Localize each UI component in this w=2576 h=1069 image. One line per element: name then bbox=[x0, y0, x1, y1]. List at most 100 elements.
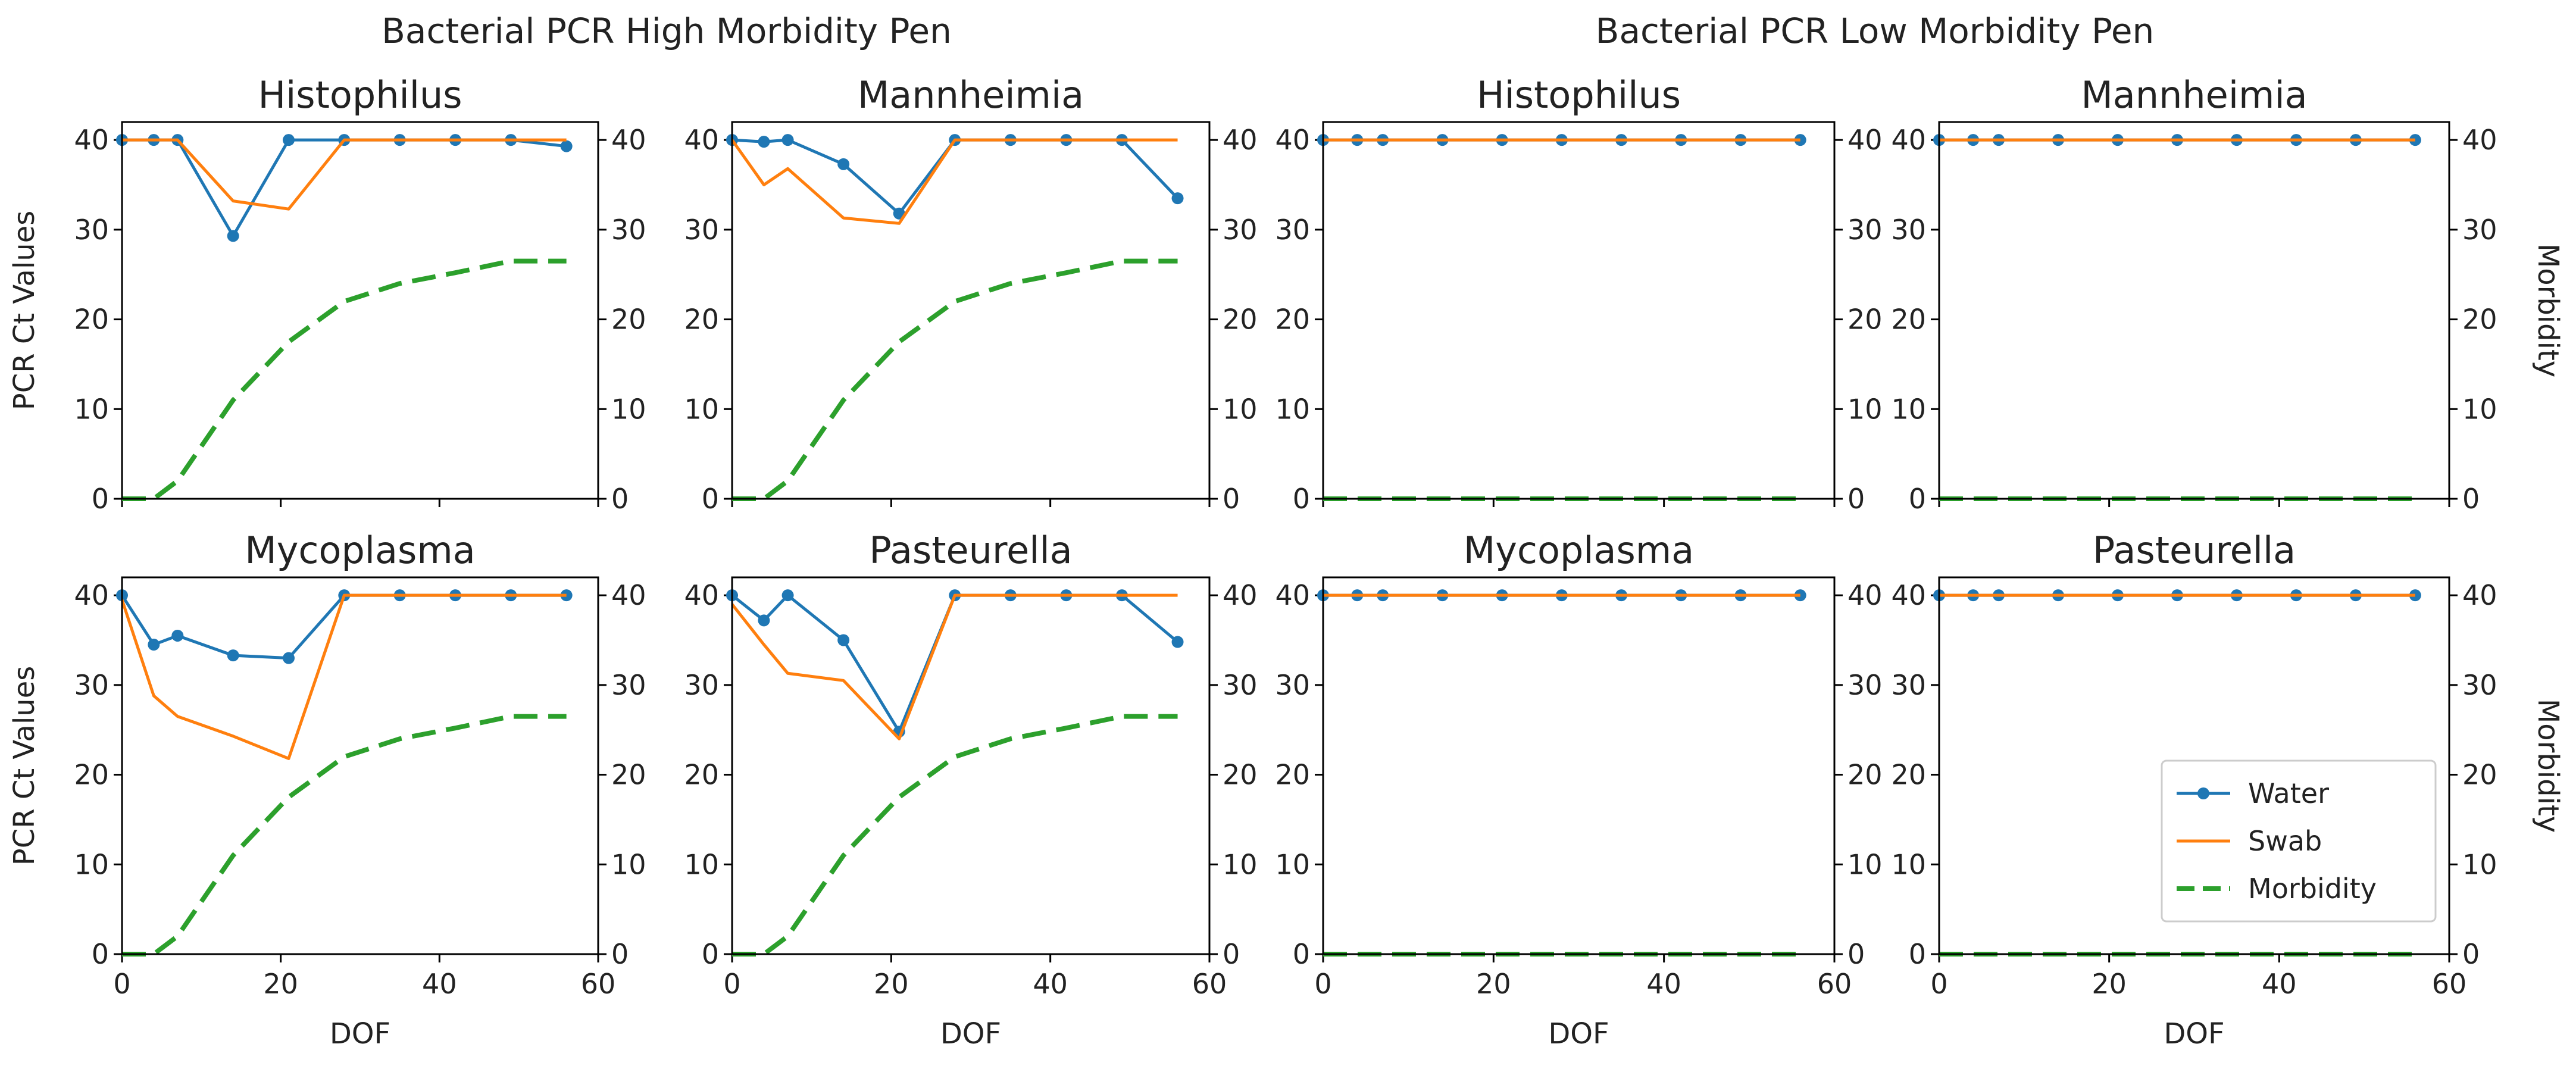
xtick-label: 0 bbox=[113, 968, 130, 1000]
ytick-right-label: 40 bbox=[1847, 579, 1883, 611]
ytick-right-label: 20 bbox=[1847, 759, 1883, 791]
ytick-left-label: 30 bbox=[684, 214, 719, 246]
axes-frame-top bbox=[121, 576, 599, 955]
panel-title: Mannheimia bbox=[858, 73, 1084, 117]
ytick-left-label: 10 bbox=[1891, 393, 1926, 425]
ytick-left-label: 30 bbox=[1275, 214, 1310, 246]
ytick-right-label: 30 bbox=[1847, 669, 1883, 701]
ytick-right-label: 0 bbox=[1847, 938, 1865, 970]
ytick-left-label: 40 bbox=[74, 124, 109, 156]
ytick-left-label: 0 bbox=[1909, 938, 1926, 970]
ytick-left-label: 30 bbox=[74, 669, 109, 701]
ytick-right-label: 0 bbox=[611, 483, 629, 515]
ytick-left-label: 20 bbox=[74, 759, 109, 791]
ytick-left-label: 40 bbox=[74, 579, 109, 611]
axes-frame bbox=[731, 121, 1211, 500]
xtick-label: 40 bbox=[1033, 968, 1068, 1000]
series-swab-line bbox=[122, 138, 567, 211]
series-water-point bbox=[837, 634, 850, 646]
xtick-label: 20 bbox=[2092, 968, 2127, 1000]
series-morbidity-line bbox=[122, 714, 567, 957]
x-axis-label: DOF bbox=[330, 1017, 390, 1051]
ytick-left-label: 10 bbox=[74, 393, 109, 425]
axes-frame bbox=[121, 121, 599, 500]
series-water-point bbox=[283, 134, 295, 146]
ytick-right-label: 40 bbox=[2462, 124, 2497, 156]
ytick-right-label: 30 bbox=[611, 669, 646, 701]
xtick-label: 60 bbox=[1192, 968, 1227, 1000]
panel-title: Histophilus bbox=[1477, 73, 1681, 117]
ytick-right-label: 10 bbox=[1223, 393, 1258, 425]
xtick-label: 20 bbox=[1476, 968, 1511, 1000]
ytick-right-label: 0 bbox=[2462, 483, 2480, 515]
ytick-left-label: 0 bbox=[1293, 483, 1310, 515]
legend-marker-water bbox=[2197, 787, 2209, 799]
series-water-line bbox=[120, 593, 567, 660]
ytick-left-label: 0 bbox=[702, 938, 719, 970]
xtick-label: 40 bbox=[1646, 968, 1681, 1000]
ytick-left-label: 30 bbox=[1891, 214, 1926, 246]
ytick-right-label: 40 bbox=[611, 579, 646, 611]
ytick-right-label: 10 bbox=[2462, 393, 2497, 425]
axes-frame bbox=[1322, 576, 1836, 955]
series-water-point bbox=[1171, 636, 1184, 648]
ytick-right-label: 10 bbox=[611, 848, 646, 880]
ytick-left-label: 40 bbox=[1275, 124, 1310, 156]
series-water-point bbox=[781, 589, 794, 602]
ytick-left-label: 30 bbox=[74, 214, 109, 246]
series-water-point bbox=[758, 136, 770, 148]
ytick-left-label: 10 bbox=[684, 393, 719, 425]
series-swab-line bbox=[120, 593, 567, 760]
xtick-label: 20 bbox=[874, 968, 909, 1000]
axes-frame-top bbox=[1938, 121, 2450, 500]
series-water-line bbox=[731, 593, 1179, 733]
xtick-label: 20 bbox=[263, 968, 298, 1000]
ytick-right-label: 0 bbox=[1223, 938, 1240, 970]
ytick-right-label: 10 bbox=[611, 393, 646, 425]
series-water-point bbox=[758, 614, 770, 627]
xtick-label: 40 bbox=[2262, 968, 2297, 1000]
legend: Water Swab Morbidity bbox=[2161, 759, 2437, 923]
series-morbidity-line bbox=[122, 258, 567, 501]
ytick-left-label: 0 bbox=[92, 483, 109, 515]
ytick-left-label: 40 bbox=[1891, 124, 1926, 156]
ytick-left-label: 10 bbox=[1891, 848, 1926, 880]
series-water-point bbox=[227, 649, 239, 662]
ytick-right-label: 40 bbox=[611, 124, 646, 156]
ytick-right-label: 20 bbox=[1223, 759, 1258, 791]
panel-title: Pasteurella bbox=[869, 529, 1072, 572]
ytick-left-label: 20 bbox=[74, 304, 109, 336]
legend-label: Swab bbox=[2248, 825, 2322, 857]
ytick-right-label: 30 bbox=[1223, 669, 1258, 701]
series-water-point bbox=[227, 230, 239, 242]
axes-frame-top bbox=[731, 576, 1211, 955]
xtick-label: 0 bbox=[1314, 968, 1331, 1000]
axes-frame bbox=[1938, 121, 2450, 500]
ytick-left-label: 40 bbox=[684, 124, 719, 156]
ytick-right-label: 10 bbox=[1223, 848, 1258, 880]
series-water-point bbox=[148, 639, 160, 651]
group-title-low: Bacterial PCR Low Morbidity Pen bbox=[1596, 11, 2155, 51]
ytick-right-label: 0 bbox=[2462, 938, 2480, 970]
ytick-right-label: 20 bbox=[2462, 759, 2497, 791]
panel-title: Pasteurella bbox=[2093, 529, 2296, 572]
ytick-left-label: 40 bbox=[1275, 579, 1310, 611]
ytick-right-label: 20 bbox=[2462, 304, 2497, 336]
legend-label: Water bbox=[2248, 777, 2329, 809]
ytick-left-label: 20 bbox=[684, 304, 719, 336]
panel-title: Mannheimia bbox=[2081, 73, 2307, 117]
ytick-right-label: 40 bbox=[1223, 579, 1258, 611]
ytick-left-label: 20 bbox=[1275, 304, 1310, 336]
ytick-left-label: 20 bbox=[1891, 759, 1926, 791]
xtick-label: 60 bbox=[581, 968, 616, 1000]
ytick-left-label: 20 bbox=[684, 759, 719, 791]
ytick-left-label: 20 bbox=[1275, 759, 1310, 791]
y-axis-label-left: PCR Ct Values bbox=[8, 666, 41, 865]
axes-frame-top bbox=[121, 121, 599, 500]
xtick-label: 0 bbox=[1930, 968, 1947, 1000]
